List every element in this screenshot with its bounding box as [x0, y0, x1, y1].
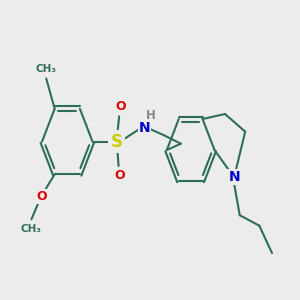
Text: O: O: [37, 190, 47, 203]
Text: S: S: [110, 133, 122, 151]
Text: O: O: [115, 100, 126, 113]
Text: H: H: [146, 109, 155, 122]
Text: CH₃: CH₃: [21, 224, 42, 234]
Text: O: O: [114, 169, 125, 182]
Text: N: N: [228, 170, 240, 184]
Text: N: N: [139, 121, 150, 135]
Text: CH₃: CH₃: [36, 64, 57, 74]
